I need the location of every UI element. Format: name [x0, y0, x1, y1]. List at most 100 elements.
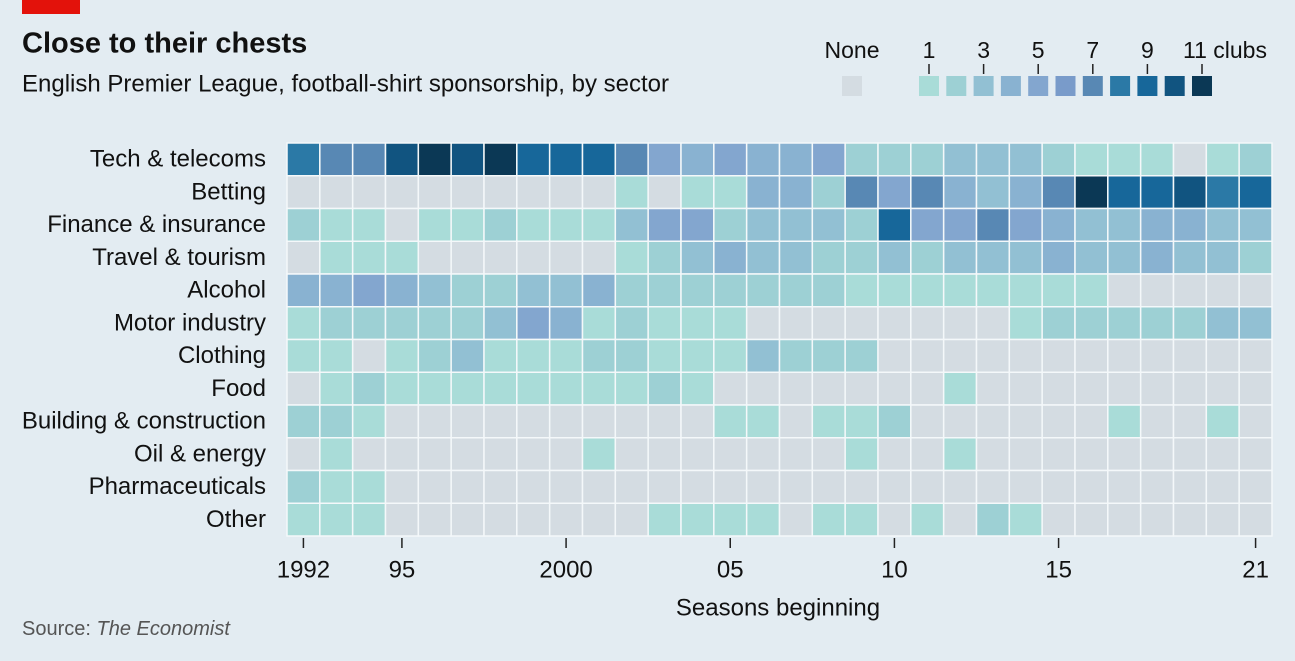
- heat-cell: [713, 338, 748, 373]
- heat-cell: [450, 437, 485, 472]
- heat-cell: [1008, 371, 1043, 406]
- heat-cell: [745, 142, 781, 177]
- heat-cell: [877, 371, 912, 406]
- heat-cell: [286, 469, 321, 504]
- heat-cell: [286, 273, 321, 308]
- heat-cell: [844, 469, 879, 504]
- chart-subtitle: English Premier League, football-shirt s…: [22, 70, 669, 97]
- heat-cell: [713, 240, 748, 275]
- heat-cell: [351, 437, 387, 472]
- heat-cell: [516, 207, 551, 242]
- heat-cell: [811, 338, 846, 373]
- heat-cell: [1205, 142, 1240, 177]
- heat-cell: [975, 142, 1011, 177]
- heat-cell: [1008, 404, 1043, 439]
- heat-cell: [1107, 207, 1142, 242]
- heat-cell: [614, 371, 649, 406]
- heat-cell: [1238, 273, 1273, 308]
- x-tick-label: 95: [389, 556, 416, 583]
- heat-cell: [351, 142, 387, 177]
- heat-cell: [1205, 338, 1240, 373]
- heat-cell: [745, 175, 781, 210]
- legend-swatch: [1082, 76, 1103, 96]
- heat-cell: [384, 175, 420, 210]
- heat-cell: [844, 273, 879, 308]
- heat-cell: [1238, 175, 1273, 210]
- heat-cell: [680, 207, 715, 242]
- heat-cell: [450, 404, 485, 439]
- heat-cell: [778, 437, 814, 472]
- heat-cell: [910, 273, 945, 308]
- heat-cell: [351, 273, 387, 308]
- heat-cell: [1139, 142, 1175, 177]
- heat-cell: [713, 502, 748, 537]
- heat-cell: [1139, 306, 1175, 341]
- legend-label: 7: [1086, 37, 1099, 63]
- heat-cell: [713, 207, 748, 242]
- heat-cell: [1205, 207, 1240, 242]
- heat-cell: [384, 502, 420, 537]
- heat-cell: [975, 207, 1011, 242]
- heat-cell: [1172, 175, 1208, 210]
- heat-cell: [811, 273, 846, 308]
- heat-cell: [417, 175, 452, 210]
- heat-cell: [680, 240, 715, 275]
- x-tick-label: 05: [717, 556, 744, 583]
- legend-swatch: [1028, 76, 1049, 96]
- heat-cell: [614, 175, 649, 210]
- heat-cell: [942, 469, 978, 504]
- heat-cell: [1107, 338, 1142, 373]
- heat-cell: [286, 502, 321, 537]
- heat-cell: [1041, 142, 1076, 177]
- legend-swatch: [919, 76, 939, 96]
- heat-cell: [1205, 404, 1240, 439]
- heat-cell: [877, 404, 912, 439]
- x-tick-label: 21: [1242, 556, 1269, 583]
- heat-cell: [1172, 469, 1208, 504]
- heat-cell: [450, 240, 485, 275]
- heat-cell: [1205, 371, 1240, 406]
- heat-cell: [745, 273, 781, 308]
- heat-cell: [680, 404, 715, 439]
- source: Source: The Economist: [22, 618, 231, 640]
- heat-cell: [1139, 207, 1175, 242]
- heat-cell: [1041, 207, 1076, 242]
- heat-cell: [450, 338, 485, 373]
- heat-cell: [351, 306, 387, 341]
- chart-title: Close to their chests: [22, 28, 307, 60]
- legend-label: 3: [977, 37, 990, 63]
- heat-cell: [1008, 142, 1043, 177]
- heat-cell: [745, 306, 781, 341]
- heat-cell: [450, 273, 485, 308]
- heat-cell: [910, 469, 945, 504]
- heat-cell: [778, 404, 814, 439]
- heat-cell: [614, 306, 649, 341]
- heat-cell: [1107, 371, 1142, 406]
- legend-swatch: [1000, 76, 1021, 96]
- heat-cell: [942, 338, 978, 373]
- heat-cell: [483, 371, 518, 406]
- heat-cell: [778, 240, 814, 275]
- heat-cell: [1238, 338, 1273, 373]
- heat-cell: [910, 142, 945, 177]
- heat-cell: [877, 469, 912, 504]
- heat-cell: [910, 437, 945, 472]
- heat-cell: [384, 338, 420, 373]
- heat-cell: [483, 273, 518, 308]
- heat-cell: [548, 240, 584, 275]
- heat-cell: [745, 502, 781, 537]
- heat-cell: [450, 502, 485, 537]
- heat-cell: [483, 142, 518, 177]
- y-tick-label: Finance & insurance: [47, 211, 266, 238]
- heat-cell: [647, 502, 682, 537]
- heat-cell: [286, 240, 321, 275]
- heat-cell: [450, 469, 485, 504]
- heat-cell: [844, 207, 879, 242]
- heat-cell: [1074, 404, 1109, 439]
- heat-cell: [1107, 175, 1142, 210]
- heat-cell: [713, 306, 748, 341]
- heat-cell: [1172, 338, 1208, 373]
- heat-cell: [844, 502, 879, 537]
- heat-cell: [844, 240, 879, 275]
- source-label: Source:: [22, 618, 91, 640]
